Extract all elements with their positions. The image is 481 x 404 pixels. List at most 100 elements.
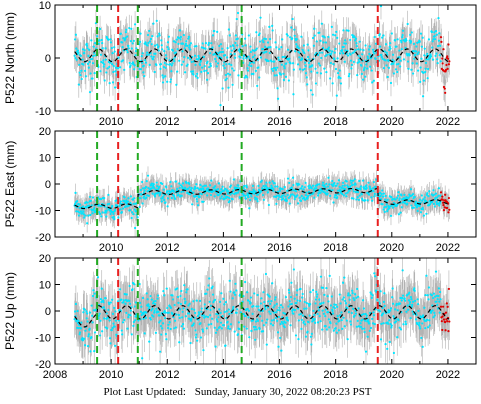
- data-point: [334, 303, 338, 306]
- data-point: [254, 320, 258, 323]
- data-point: [256, 200, 259, 203]
- data-point: [373, 195, 376, 198]
- data-point: [279, 336, 282, 340]
- data-point: [362, 49, 365, 52]
- data-point: [167, 323, 170, 326]
- data-point: [341, 192, 344, 196]
- data-point: [98, 334, 102, 337]
- data-point: [361, 327, 364, 330]
- data-point: [271, 180, 274, 183]
- data-point: [424, 67, 427, 70]
- y-tick-label: 0: [45, 53, 51, 65]
- data-point: [364, 312, 367, 316]
- data-point: [177, 193, 180, 196]
- data-point: [250, 195, 253, 198]
- data-point: [438, 311, 441, 314]
- data-point: [268, 51, 271, 55]
- data-point: [414, 53, 417, 56]
- data-point: [318, 51, 321, 54]
- data-point: [235, 17, 238, 21]
- data-point: [351, 188, 354, 191]
- data-point: [212, 189, 215, 193]
- data-point: [226, 56, 229, 59]
- data-point: [274, 185, 277, 188]
- data-point: [150, 309, 153, 312]
- data-point: [174, 51, 178, 54]
- data-point: [113, 306, 116, 309]
- data-point: [236, 186, 239, 190]
- data-point: [115, 66, 118, 69]
- data-point: [276, 97, 280, 100]
- data-point: [80, 69, 83, 72]
- data-point: [435, 300, 438, 303]
- data-point: [166, 46, 169, 49]
- data-point: [279, 303, 283, 307]
- data-point: [223, 303, 226, 306]
- data-point: [257, 66, 260, 69]
- data-point: [342, 296, 345, 299]
- data-point: [263, 37, 266, 40]
- data-point: [250, 65, 253, 68]
- data-point: [190, 307, 193, 311]
- data-point: [333, 196, 336, 199]
- data-point: [243, 184, 246, 188]
- data-point: [254, 338, 257, 341]
- data-point: [262, 185, 265, 188]
- data-point: [207, 43, 210, 47]
- data-point: [348, 72, 351, 76]
- data-point: [354, 293, 357, 296]
- data-point: [234, 56, 237, 59]
- data-point: [159, 67, 162, 70]
- data-point: [103, 317, 106, 320]
- data-point: [163, 61, 166, 65]
- data-point: [83, 337, 86, 340]
- data-point: [333, 181, 336, 185]
- data-point: [146, 33, 150, 37]
- data-point: [199, 59, 203, 62]
- data-point: [421, 345, 424, 348]
- data-point: [90, 304, 93, 307]
- data-point: [371, 187, 375, 190]
- data-point: [248, 207, 251, 210]
- data-point: [301, 48, 304, 52]
- data-point: [282, 72, 285, 75]
- data-point: [418, 325, 421, 328]
- data-point: [444, 193, 447, 196]
- data-point: [279, 189, 282, 192]
- data-point: [263, 300, 266, 304]
- data-point: [321, 51, 324, 54]
- data-point: [264, 185, 268, 188]
- data-point: [236, 333, 240, 336]
- data-point: [387, 308, 390, 312]
- data-point: [309, 65, 312, 68]
- data-point: [190, 60, 193, 64]
- data-point: [245, 327, 248, 330]
- data-point: [271, 69, 275, 72]
- data-point: [211, 317, 214, 320]
- data-point: [100, 60, 103, 64]
- data-point: [379, 290, 382, 293]
- data-point: [114, 319, 118, 322]
- data-point: [179, 294, 182, 298]
- data-point: [77, 83, 80, 86]
- data-point: [401, 294, 405, 297]
- data-point: [296, 289, 299, 292]
- data-point: [416, 322, 419, 326]
- data-point: [89, 350, 92, 353]
- data-point: [319, 275, 323, 278]
- data-point: [420, 336, 423, 340]
- data-point: [256, 193, 260, 196]
- data-point: [224, 300, 228, 304]
- data-point: [317, 62, 320, 65]
- data-point: [131, 211, 134, 214]
- data-point: [308, 314, 311, 317]
- data-point: [141, 202, 144, 205]
- data-point: [350, 181, 353, 184]
- data-point: [111, 63, 114, 66]
- data-point: [85, 317, 88, 320]
- data-point: [278, 306, 281, 309]
- data-point: [407, 67, 410, 70]
- y-tick-label: -10: [35, 333, 51, 345]
- data-point: [276, 319, 279, 322]
- data-point: [83, 344, 87, 347]
